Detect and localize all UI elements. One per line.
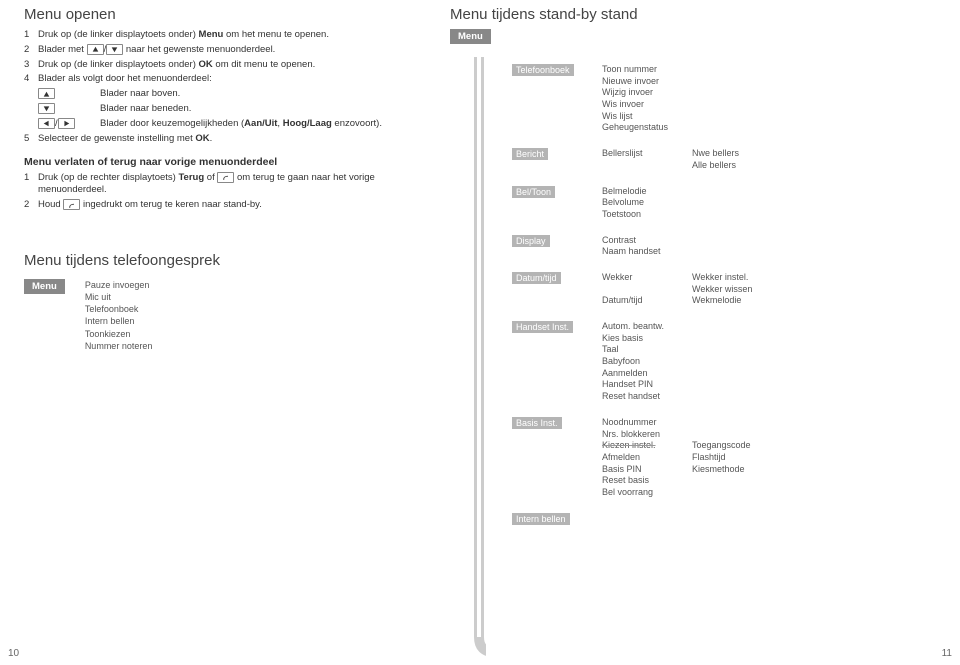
level2-item: Datum/tijd — [602, 295, 692, 307]
level2-item: Naam handset — [602, 246, 692, 258]
level2-item: Noodnummer — [602, 417, 692, 429]
level2-item: Toetstoon — [602, 209, 692, 221]
level2-item: Kies basis — [602, 333, 692, 345]
heading-standby-menu: Menu tijdens stand-by stand — [450, 6, 930, 23]
level2-item: Handset PIN — [602, 379, 692, 391]
level2-item: Wis lijst — [602, 111, 692, 123]
level3-item: Flashtijd — [692, 452, 782, 464]
level2-item: Basis PIN — [602, 464, 692, 476]
menu-badge: Menu — [24, 279, 65, 294]
tree-spine — [472, 57, 486, 536]
leave-step-2: 2 Houd ingedrukt om terug te keren naar … — [24, 199, 404, 212]
tree-row: Bericht BellerslijstNwe bellersAlle belle… — [512, 148, 930, 171]
call-menu-item: Toonkiezen — [85, 328, 153, 340]
level2-item: Nrs. blokkeren — [602, 429, 692, 441]
level2-item: Aanmelden — [602, 368, 692, 380]
level2-item: Wekker — [602, 272, 692, 284]
call-menu-section: Menu tijdens telefoongesprek Menu Pauze … — [24, 252, 284, 352]
level3-item: Wekker instel. — [692, 272, 782, 284]
level2-item: Bellerslijst — [602, 148, 692, 160]
level2-item: Reset handset — [602, 391, 692, 403]
step-1: 1 Druk op (de linker displaytoets onder)… — [24, 29, 404, 42]
page-number-left: 10 — [8, 648, 19, 659]
tree-row: Display ContrastNaam handset — [512, 235, 930, 258]
level1-item: Bericht — [512, 148, 548, 160]
level2-item: Bel voorrang — [602, 487, 692, 499]
level1-item: Basis Inst. — [512, 417, 562, 429]
up-key-icon — [38, 88, 55, 99]
step-5-list: 5 Selecteer de gewenste instelling met O… — [24, 133, 404, 146]
level2-item: Belmelodie — [602, 186, 692, 198]
level2-item: Contrast — [602, 235, 692, 247]
level3-item: Alle bellers — [692, 160, 782, 172]
level2-item: Afmelden — [602, 452, 692, 464]
call-menu-items: Pauze invoegenMic uitTelefoonboekIntern … — [85, 279, 153, 352]
int-key-icon — [217, 172, 234, 183]
right-key-icon — [58, 118, 75, 129]
tree-row: Datum/tijdWekker Datum/tijdWekker instel… — [512, 272, 930, 307]
tree-row: Intern bellen — [512, 513, 930, 526]
browse-leftright: / Blader door keuzemogelijkheden (Aan/Ui… — [24, 118, 404, 131]
tree-row: Basis Inst. NoodnummerNrs. blokkerenKieze… — [512, 417, 930, 499]
level2-item: Taal — [602, 344, 692, 356]
subhead-menu-verlaten: Menu verlaten of terug naar vorige menuo… — [24, 156, 404, 168]
down-key-icon — [106, 44, 123, 55]
level1-item: Telefoonboek — [512, 64, 574, 76]
level1-item: Display — [512, 235, 550, 247]
level3-item: Nwe bellers — [692, 148, 782, 160]
step-4: 4 Blader als volgt door het menuonderdee… — [24, 73, 404, 86]
step-5: 5 Selecteer de gewenste instelling met O… — [24, 133, 404, 146]
browse-down: Blader naar beneden. — [24, 103, 404, 116]
call-menu-item: Intern bellen — [85, 315, 153, 327]
step-2: 2 Blader met / naar het gewenste menuond… — [24, 44, 404, 57]
call-menu-item: Mic uit — [85, 291, 153, 303]
tree-row: Bel/Toon BelmelodieBelvolumeToetstoon — [512, 186, 930, 221]
left-column: Menu openen 1 Druk op (de linker display… — [24, 6, 404, 214]
level2-item: Babyfoon — [602, 356, 692, 368]
level1-item: Intern bellen — [512, 513, 570, 525]
left-key-icon — [38, 118, 55, 129]
level2-item: Autom. beantw. — [602, 321, 692, 333]
browse-up: Blader naar boven. — [24, 88, 404, 101]
level3-item: Wekker wissen — [692, 284, 782, 296]
page-number-right: 11 — [942, 648, 952, 659]
tree-row: Handset Inst. Autom. beantw.Kies basisTaa… — [512, 321, 930, 403]
heading-call-menu: Menu tijdens telefoongesprek — [24, 252, 284, 269]
level1-item: Bel/Toon — [512, 186, 555, 198]
step-3: 3 Druk op (de linker displaytoets onder)… — [24, 59, 404, 72]
call-menu-item: Telefoonboek — [85, 303, 153, 315]
call-menu-item: Pauze invoegen — [85, 279, 153, 291]
menu-badge: Menu — [450, 29, 491, 44]
level2-item — [602, 284, 692, 296]
right-column: Menu tijdens stand-by stand Menu Telefoo… — [450, 6, 930, 540]
level2-item: Wis invoer — [602, 99, 692, 111]
level2-item: Geheugenstatus — [602, 122, 692, 134]
level2-item: Reset basis — [602, 475, 692, 487]
level3-item: Kiesmethode — [692, 464, 782, 476]
int-key-icon — [63, 199, 80, 210]
tree-row: Telefoonboek Toon nummerNieuwe invoerWijz… — [512, 64, 930, 134]
menu-tree: Menu Telefoonboek Toon nummerNieuwe invoe… — [450, 29, 930, 526]
leave-step-1: 1 Druk (op de rechter displaytoets) Teru… — [24, 172, 404, 198]
down-key-icon — [38, 103, 55, 114]
level2-item: Kiezen instel. — [602, 440, 692, 452]
level1-item: Handset Inst. — [512, 321, 573, 333]
level2-item: Toon nummer — [602, 64, 692, 76]
level2-item: Belvolume — [602, 197, 692, 209]
level3-item: Wekmelodie — [692, 295, 782, 307]
level1-item: Datum/tijd — [512, 272, 561, 284]
level3-item: Toegangscode — [692, 440, 782, 452]
leave-steps: 1 Druk (op de rechter displaytoets) Teru… — [24, 172, 404, 212]
level2-item: Wijzig invoer — [602, 87, 692, 99]
call-menu-item: Nummer noteren — [85, 340, 153, 352]
up-key-icon — [87, 44, 104, 55]
level2-item: Nieuwe invoer — [602, 76, 692, 88]
open-steps: 1 Druk op (de linker displaytoets onder)… — [24, 29, 404, 86]
heading-menu-openen: Menu openen — [24, 6, 404, 23]
